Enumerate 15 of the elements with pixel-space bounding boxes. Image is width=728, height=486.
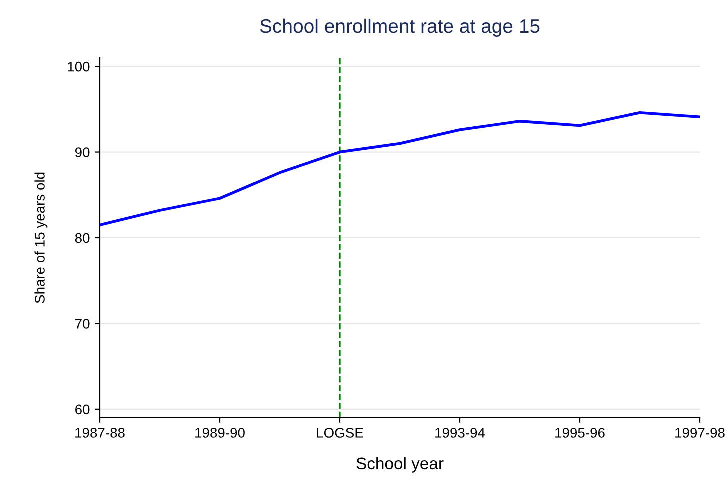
y-tick-label: 60 [76, 404, 90, 415]
y-tick-label: 80 [75, 233, 90, 244]
x-tick-label: 1995-96 [556, 428, 605, 438]
line-series [100, 111, 700, 227]
x-tick-label: LOGSE [317, 428, 364, 438]
x-tick-label: 1989-90 [196, 428, 245, 438]
y-tick-label: 100 [68, 62, 90, 72]
x-tick-label: 1987-88 [76, 428, 125, 438]
y-axis-title: Share of 15 years old [34, 172, 48, 304]
chart-title: School enrollment rate at age 15 [260, 18, 540, 38]
x-axis-title: School year [356, 457, 444, 473]
y-tick-label: 70 [76, 319, 90, 329]
x-tick-label: 1997-98 [676, 428, 725, 438]
x-tick-label: 1993-94 [436, 428, 486, 438]
y-tick-label: 90 [75, 148, 90, 158]
